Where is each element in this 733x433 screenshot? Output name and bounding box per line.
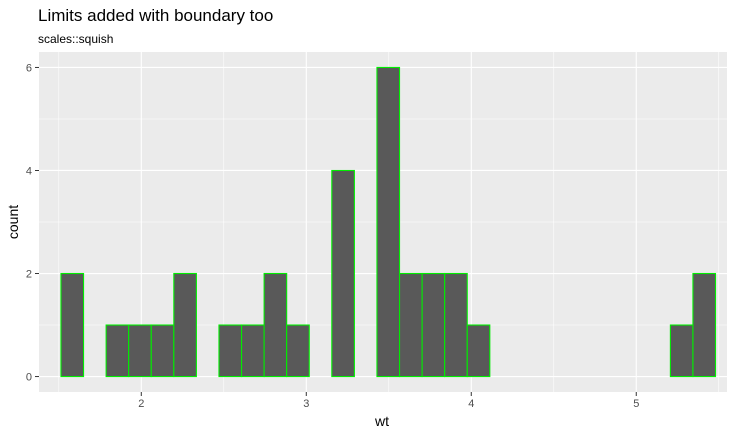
x-axis-title: wt bbox=[374, 413, 389, 429]
y-axis-title: count bbox=[5, 205, 21, 239]
histogram-bar bbox=[444, 272, 468, 378]
x-tick-label: 5 bbox=[633, 398, 639, 410]
chart-title: Limits added with boundary too bbox=[38, 6, 273, 25]
x-tick-label: 4 bbox=[468, 398, 474, 410]
histogram-bar bbox=[398, 272, 423, 378]
histogram-bar bbox=[331, 169, 355, 378]
histogram-bar bbox=[466, 324, 491, 378]
y-tick-label: 2 bbox=[26, 269, 32, 281]
y-tick-label: 4 bbox=[26, 165, 32, 177]
histogram-bar bbox=[421, 272, 446, 378]
y-tick-label: 0 bbox=[26, 372, 32, 384]
histogram-bar bbox=[105, 324, 130, 378]
histogram-bar bbox=[128, 324, 152, 378]
x-axis-tick-labels: 2 3 4 5 bbox=[138, 398, 639, 410]
histogram-bar bbox=[376, 66, 401, 378]
histogram-bar bbox=[692, 272, 717, 378]
histogram-bar bbox=[60, 272, 85, 378]
histogram-bar bbox=[173, 272, 197, 378]
histogram-bar bbox=[669, 324, 694, 378]
axis-ticks bbox=[35, 66, 637, 396]
histogram-bars bbox=[60, 66, 717, 378]
histogram-bar bbox=[263, 272, 288, 378]
histogram-bar bbox=[240, 324, 265, 378]
y-tick-label: 6 bbox=[26, 62, 32, 74]
histogram-bar bbox=[218, 324, 243, 378]
x-tick-label: 3 bbox=[303, 398, 309, 410]
histogram-bar bbox=[150, 324, 175, 378]
histogram-bar bbox=[286, 324, 310, 378]
x-tick-label: 2 bbox=[138, 398, 144, 410]
chart-subtitle: scales::squish bbox=[38, 32, 113, 46]
y-axis-tick-labels: 0 2 4 6 bbox=[26, 62, 32, 383]
